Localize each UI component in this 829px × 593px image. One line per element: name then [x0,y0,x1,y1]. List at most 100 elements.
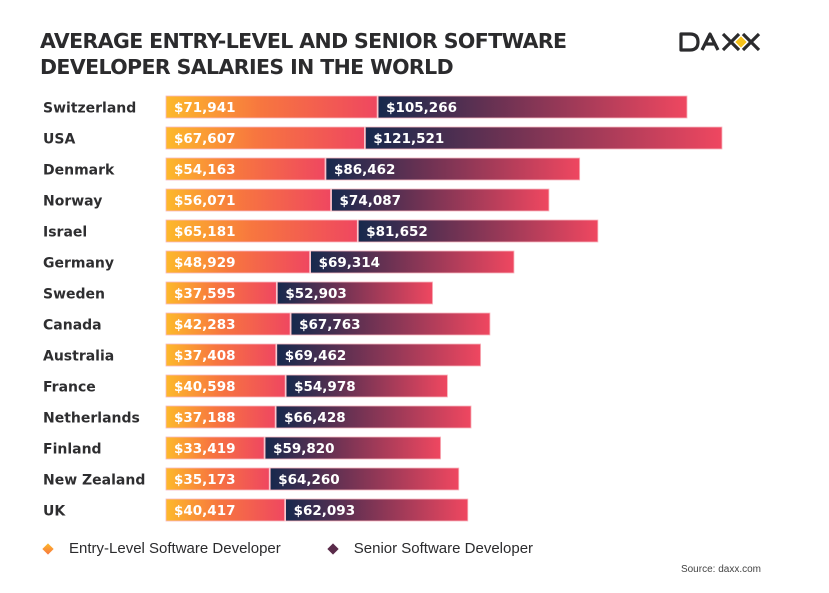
data-label-entry: $35,173 [174,472,236,488]
legend-label-senior: Senior Software Developer [353,540,534,557]
bar-entry [165,312,291,336]
bar-row: UK $40,417 $62,093 [43,498,469,522]
data-label-entry: $65,181 [174,224,236,240]
legend: Entry-Level Software Developer Senior So… [42,540,579,557]
bar-entry [165,343,277,367]
title-line-1: AVERAGE ENTRY-LEVEL AND SENIOR SOFTWARE [40,29,567,53]
logo-letter-a [700,32,720,51]
data-label-entry: $42,283 [174,317,236,333]
data-label-entry: $71,941 [174,100,236,116]
data-label-senior: $69,314 [319,255,381,271]
bar-row: USA $67,607 $121,521 [43,126,723,150]
bar-row: New Zealand $35,173 $64,260 [43,467,460,491]
bar-senior [285,374,448,398]
bar-row: Israel $65,181 $81,652 [43,219,599,243]
legend-item-entry: Entry-Level Software Developer [42,540,281,557]
category-label: Germany [43,256,114,272]
data-label-senior: $74,087 [340,193,402,209]
bar-entry [165,95,378,119]
category-label: Canada [43,318,102,334]
data-label-entry: $67,607 [174,131,236,147]
bar-senior [325,157,581,181]
data-label-entry: $56,071 [174,193,236,209]
bar-entry [165,281,277,305]
bar-row: Canada $42,283 $67,763 [43,312,491,336]
data-label-senior: $69,462 [285,348,347,364]
bar-entry [165,436,265,460]
data-label-entry: $40,598 [174,379,236,395]
bar-row: Denmark $54,163 $86,462 [43,157,581,181]
bar-row: Germany $48,929 $69,314 [43,250,515,274]
bar-entry [165,126,365,150]
data-label-senior: $66,428 [284,410,346,426]
data-label-entry: $48,929 [174,255,236,271]
bar-entry [165,188,331,212]
bar-senior [377,95,688,119]
category-label: Netherlands [43,411,140,427]
bar-senior [276,343,482,367]
daxx-logo [679,32,761,52]
bar-row: Sweden $37,595 $52,903 [43,281,433,305]
data-label-senior: $64,260 [278,472,340,488]
data-label-senior: $81,652 [366,224,428,240]
data-label-senior: $59,820 [273,441,335,457]
bar-senior [269,467,460,491]
diamond-icon-senior [327,542,339,555]
bar-senior [275,405,472,429]
bar-row: Norway $56,071 $74,087 [43,188,550,212]
category-label: Australia [43,349,114,365]
logo-letter-x1 [721,32,741,52]
legend-item-senior: Senior Software Developer [327,540,533,557]
data-label-entry: $54,163 [174,162,236,178]
data-label-senior: $86,462 [334,162,396,178]
category-label: New Zealand [43,473,145,489]
bar-senior [290,312,491,336]
data-label-entry: $37,188 [174,410,236,426]
category-label: Finland [43,442,102,458]
bar-row: Australia $37,408 $69,462 [43,343,482,367]
bar-row: Finland $33,419 $59,820 [43,436,442,460]
bar-senior [310,250,515,274]
data-label-senior: $54,978 [294,379,356,395]
logo-letter-d [679,32,700,52]
source-note: Source: daxx.com [680,564,761,575]
bar-entry [165,498,286,522]
bar-entry [165,374,286,398]
bar-entry [165,157,326,181]
legend-label-entry: Entry-Level Software Developer [69,540,281,557]
category-label: Denmark [43,163,115,179]
title-line-2: DEVELOPER SALARIES IN THE WORLD [40,55,454,79]
category-label: Switzerland [43,101,136,117]
bar-row: France $40,598 $54,978 [43,374,448,398]
logo-letter-x2 [741,32,761,52]
bar-entry [165,250,310,274]
data-label-entry: $37,408 [174,348,236,364]
bar-senior [364,126,723,150]
data-label-entry: $40,417 [174,503,236,519]
bar-senior [276,281,433,305]
bar-row: Netherlands $37,188 $66,428 [43,405,472,429]
chart-title: AVERAGE ENTRY-LEVEL AND SENIOR SOFTWARE … [40,28,640,80]
bar-row: Switzerland $71,941 $105,266 [43,95,688,119]
bar-entry [165,467,270,491]
category-label: Norway [43,194,102,210]
data-label-senior: $121,521 [373,131,444,147]
category-label: France [43,380,96,396]
data-label-senior: $52,903 [285,286,347,302]
data-label-senior: $62,093 [294,503,356,519]
data-label-senior: $105,266 [386,100,457,116]
category-label: Israel [43,225,87,241]
diamond-icon-entry [42,542,54,555]
data-label-entry: $33,419 [174,441,236,457]
bar-senior [264,436,442,460]
category-label: USA [43,132,75,148]
category-label: UK [43,504,66,520]
bar-entry [165,219,358,243]
data-label-senior: $67,763 [299,317,361,333]
bar-senior [331,188,550,212]
bar-entry [165,405,276,429]
bar-senior [285,498,469,522]
data-label-entry: $37,595 [174,286,236,302]
category-label: Sweden [43,287,105,303]
